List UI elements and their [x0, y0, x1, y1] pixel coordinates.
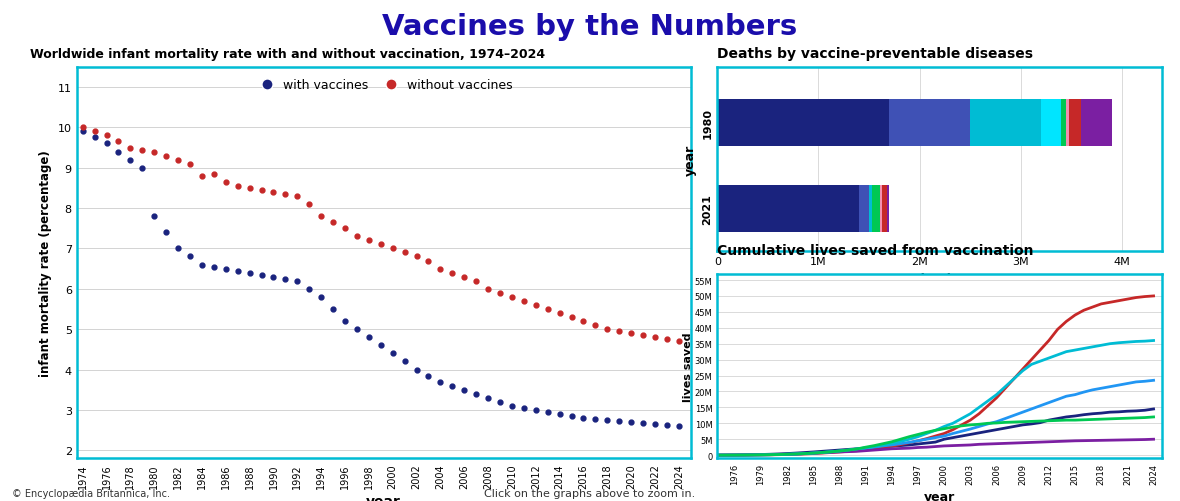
- Bar: [872, 185, 880, 232]
- Bar: [883, 185, 887, 232]
- Text: © Encyclopædia Britannica, Inc.: © Encyclopædia Britannica, Inc.: [12, 488, 170, 498]
- Bar: [1067, 100, 1069, 147]
- Bar: [890, 100, 970, 147]
- Bar: [717, 100, 890, 147]
- Bar: [1069, 100, 1081, 147]
- Bar: [880, 185, 883, 232]
- Y-axis label: lives saved: lives saved: [683, 332, 693, 401]
- Text: Deaths by vaccine-preventable diseases: Deaths by vaccine-preventable diseases: [717, 47, 1034, 61]
- Bar: [1081, 100, 1112, 147]
- X-axis label: deaths: deaths: [916, 273, 964, 285]
- Bar: [1061, 100, 1067, 147]
- Bar: [717, 185, 859, 232]
- Bar: [868, 185, 872, 232]
- Text: Worldwide infant mortality rate with and without vaccination, 1974–2024: Worldwide infant mortality rate with and…: [30, 48, 545, 61]
- Legend: with vaccines, without vaccines: with vaccines, without vaccines: [249, 74, 518, 97]
- Bar: [1041, 100, 1061, 147]
- X-axis label: year: year: [924, 490, 956, 501]
- X-axis label: year: year: [366, 493, 401, 501]
- Bar: [970, 100, 1041, 147]
- Text: Cumulative lives saved from vaccination: Cumulative lives saved from vaccination: [717, 243, 1034, 257]
- Y-axis label: infant mortality rate (percentage): infant mortality rate (percentage): [39, 150, 52, 376]
- Text: Vaccines by the Numbers: Vaccines by the Numbers: [382, 13, 798, 41]
- Bar: [887, 185, 889, 232]
- Bar: [859, 185, 868, 232]
- Y-axis label: year: year: [684, 144, 697, 175]
- Text: Click on the graphs above to zoom in.: Click on the graphs above to zoom in.: [484, 488, 696, 498]
